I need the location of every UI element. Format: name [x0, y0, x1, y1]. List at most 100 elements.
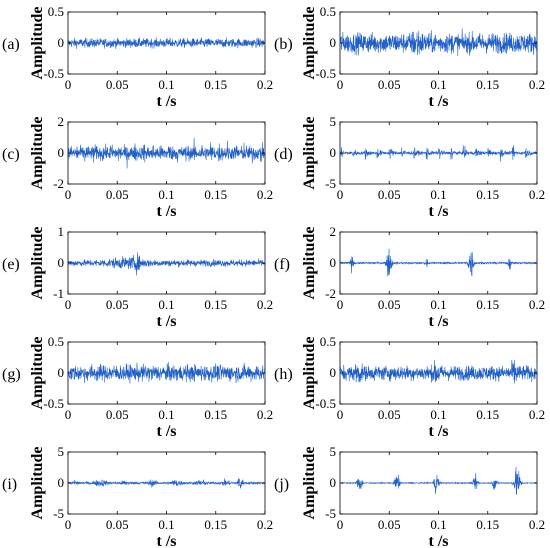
x-axis-label: t /s — [157, 313, 177, 330]
signal-line — [67, 252, 266, 276]
y-tick-label: 1 — [58, 224, 65, 239]
x-tick-label: 0 — [65, 297, 72, 312]
x-axis-label: t /s — [429, 203, 449, 220]
y-tick-label: 2 — [58, 114, 65, 129]
y-tick-label: -0.5 — [315, 396, 336, 411]
x-tick-label: 0.05 — [378, 297, 401, 312]
x-tick-label: 0 — [337, 517, 344, 532]
x-tick-label: 0.1 — [430, 77, 446, 92]
signal-line — [339, 145, 538, 162]
x-tick-label: 0.1 — [158, 517, 174, 532]
x-tick-label: 0.1 — [158, 407, 174, 422]
x-tick-label: 0 — [337, 187, 344, 202]
x-tick-label: 0.15 — [476, 77, 499, 92]
y-axis-label: Amplitude — [301, 447, 318, 520]
y-axis-label: Amplitude — [301, 7, 318, 80]
y-axis-label: Amplitude — [29, 117, 46, 190]
panel-label: (e) — [2, 256, 20, 273]
x-tick-label: 0.15 — [204, 187, 227, 202]
x-tick-label: 0.2 — [257, 407, 273, 422]
y-tick-label: -2 — [325, 286, 336, 301]
x-tick-label: 0 — [65, 407, 72, 422]
x-tick-label: 0.15 — [204, 77, 227, 92]
panel-label: (j) — [274, 476, 289, 493]
y-tick-label: -1 — [53, 286, 64, 301]
x-tick-label: 0.15 — [476, 517, 499, 532]
signal-line — [67, 362, 266, 384]
y-tick-label: -0.5 — [43, 396, 64, 411]
x-tick-label: 0.2 — [529, 517, 545, 532]
panel-label: (i) — [2, 476, 17, 493]
panel-label: (g) — [2, 366, 21, 383]
x-tick-label: 0.2 — [529, 407, 545, 422]
x-tick-label: 0.15 — [204, 297, 227, 312]
x-axis-label: t /s — [429, 533, 449, 548]
y-tick-label: 0 — [330, 255, 337, 270]
y-tick-label: -5 — [325, 176, 336, 191]
x-tick-label: 0.1 — [430, 187, 446, 202]
y-tick-label: 0 — [58, 475, 65, 490]
x-axis-label: t /s — [429, 93, 449, 110]
panel-label: (a) — [2, 36, 20, 53]
y-axis-label: Amplitude — [29, 337, 46, 410]
panel-label: (h) — [274, 366, 293, 383]
x-tick-label: 0 — [337, 297, 344, 312]
x-axis-label: t /s — [157, 423, 177, 440]
x-tick-label: 0 — [337, 77, 344, 92]
x-tick-label: 0.1 — [430, 517, 446, 532]
y-tick-label: 0.5 — [48, 4, 64, 19]
x-tick-label: 0.15 — [204, 517, 227, 532]
y-tick-label: -2 — [53, 176, 64, 191]
signal-line — [67, 478, 266, 489]
x-tick-label: 0 — [65, 187, 72, 202]
x-tick-label: 0.05 — [106, 187, 129, 202]
x-tick-label: 0 — [337, 407, 344, 422]
x-tick-label: 0.15 — [204, 407, 227, 422]
signal-line — [67, 37, 266, 49]
x-tick-label: 0.15 — [476, 297, 499, 312]
y-axis-label: Amplitude — [301, 117, 318, 190]
x-tick-label: 0.05 — [378, 187, 401, 202]
x-tick-label: 0.1 — [158, 77, 174, 92]
y-axis-label: Amplitude — [29, 7, 46, 80]
y-axis-label: Amplitude — [301, 227, 318, 300]
x-tick-label: 0.2 — [257, 517, 273, 532]
y-tick-label: 0 — [58, 365, 65, 380]
y-tick-label: 5 — [58, 444, 65, 459]
x-tick-label: 0 — [65, 77, 72, 92]
y-axis-label: Amplitude — [29, 227, 46, 300]
y-tick-label: 5 — [330, 444, 337, 459]
x-tick-label: 0.2 — [529, 77, 545, 92]
x-tick-label: 0.05 — [106, 77, 129, 92]
panel-label: (b) — [274, 36, 293, 53]
x-tick-label: 0.2 — [529, 297, 545, 312]
panel-label: (d) — [274, 146, 293, 163]
x-tick-label: 0.05 — [106, 297, 129, 312]
y-tick-label: 0 — [330, 35, 337, 50]
x-tick-label: 0.05 — [378, 407, 401, 422]
x-tick-label: 0.05 — [106, 517, 129, 532]
x-tick-label: 0.1 — [158, 187, 174, 202]
y-tick-label: 0.5 — [320, 4, 336, 19]
x-tick-label: 0.05 — [378, 517, 401, 532]
y-tick-label: -5 — [53, 506, 64, 521]
y-tick-label: 0.5 — [320, 334, 336, 349]
x-axis-label: t /s — [429, 423, 449, 440]
x-tick-label: 0.15 — [476, 187, 499, 202]
x-tick-label: 0.05 — [106, 407, 129, 422]
x-tick-label: 0.2 — [529, 187, 545, 202]
y-tick-label: -0.5 — [315, 66, 336, 81]
y-tick-label: 0 — [330, 475, 337, 490]
x-tick-label: 0 — [65, 517, 72, 532]
panel-label: (f) — [274, 256, 290, 273]
